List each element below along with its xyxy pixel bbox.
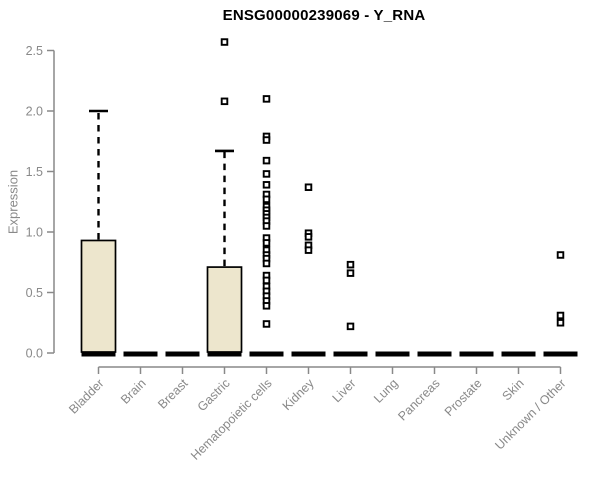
outlier-point — [220, 38, 229, 46]
median-bar — [207, 351, 242, 357]
x-category-label: Pancreas — [395, 376, 442, 423]
y-tick-label: 2.5 — [26, 44, 43, 58]
box-iqr — [206, 266, 243, 353]
x-category-label: Lung — [371, 376, 401, 406]
x-category-label: Prostate — [442, 376, 485, 419]
x-category-label: Kidney — [280, 376, 317, 413]
outlier-point — [262, 136, 271, 144]
median-bar — [165, 351, 200, 357]
outlier-point — [262, 239, 271, 247]
box-iqr — [80, 239, 117, 353]
outlier-point — [304, 246, 313, 254]
outlier-point — [304, 183, 313, 191]
median-bar — [249, 351, 284, 357]
median-bar — [81, 351, 116, 357]
outlier-point — [220, 97, 229, 106]
outlier-point — [346, 260, 355, 269]
median-bar — [459, 351, 494, 357]
outlier-point — [304, 233, 313, 241]
outlier-point — [262, 170, 271, 178]
median-bar — [333, 351, 368, 357]
y-tick-label: 1.5 — [26, 165, 43, 179]
y-tick-label: 2.0 — [26, 105, 43, 119]
outlier-point — [262, 181, 271, 189]
outlier-point — [556, 251, 565, 259]
x-category-label: Gastric — [195, 376, 233, 414]
x-category-label: Hematopoietic cells — [188, 376, 275, 463]
x-category-label: Bladder — [66, 376, 106, 416]
y-tick-label: 0.5 — [26, 286, 43, 300]
outlier-point — [262, 95, 271, 103]
median-bar — [375, 351, 410, 357]
chart-title: ENSG00000239069 - Y_RNA — [222, 7, 426, 24]
y-tick-label: 0.0 — [26, 347, 43, 361]
outlier-point — [262, 222, 271, 230]
outlier-point — [262, 276, 271, 285]
x-category-label: Brain — [118, 376, 149, 407]
x-category-label: Breast — [155, 376, 191, 412]
outlier-point — [556, 311, 565, 320]
y-tick-label: 1.0 — [26, 226, 43, 240]
median-bar — [417, 351, 452, 357]
median-bar — [291, 351, 326, 357]
outlier-point — [346, 322, 355, 331]
median-bar — [501, 351, 536, 357]
outlier-point — [262, 156, 271, 165]
median-bar — [123, 351, 158, 357]
x-category-label: Liver — [330, 376, 359, 405]
outlier-point — [262, 195, 271, 204]
median-bar — [543, 351, 578, 357]
outlier-point — [262, 320, 271, 328]
x-category-label: Unknown / Other — [492, 376, 568, 452]
outlier-point — [346, 269, 355, 277]
outlier-point — [556, 319, 565, 327]
x-category-label: Skin — [500, 376, 527, 403]
outlier-point — [262, 259, 271, 268]
outlier-point — [262, 302, 271, 310]
